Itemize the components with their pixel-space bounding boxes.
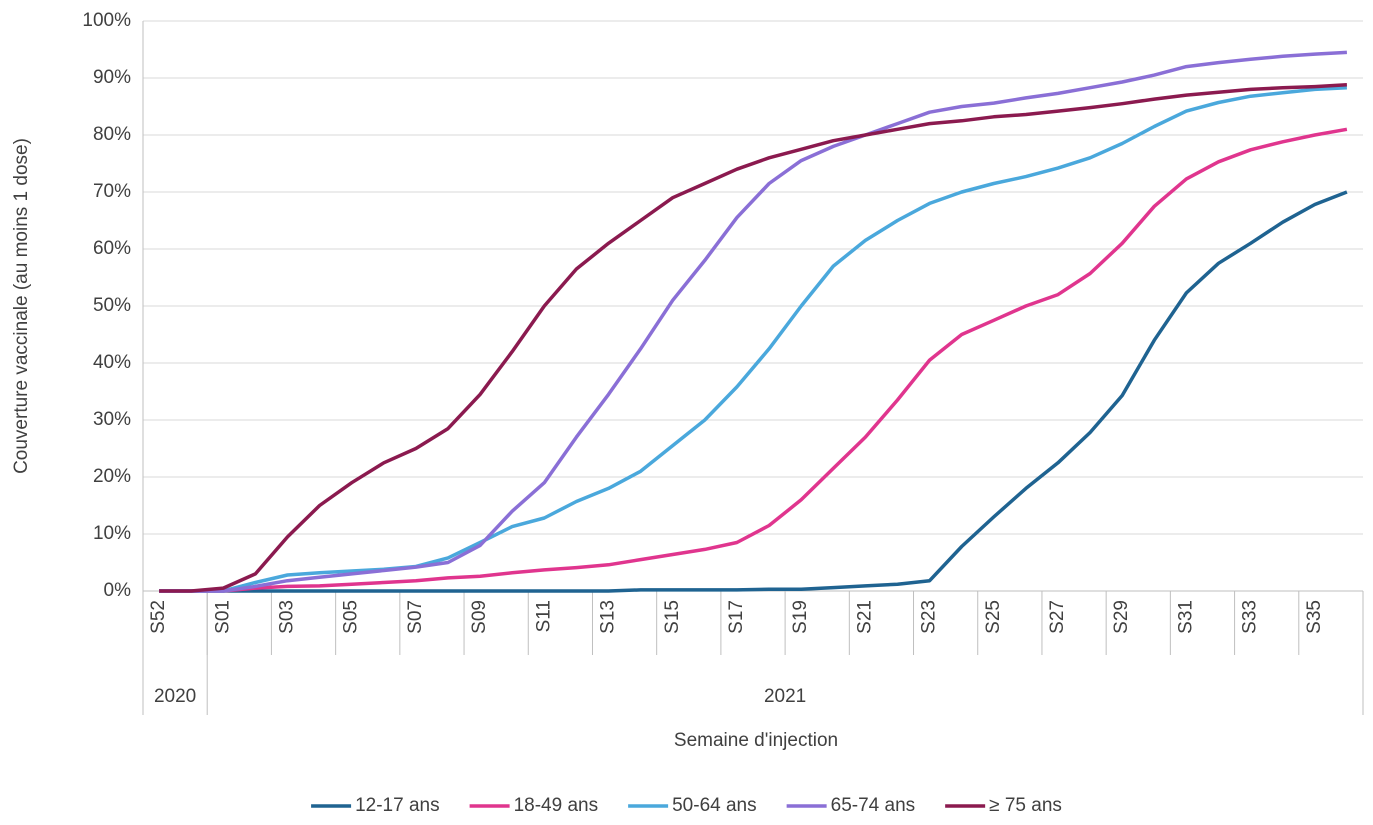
series-line xyxy=(159,127,1348,593)
legend-label: ≥ 75 ans xyxy=(989,795,1062,816)
x-tick-label: S52 xyxy=(148,600,169,634)
legend-label: 12-17 ans xyxy=(355,795,440,816)
series-line xyxy=(159,50,1347,593)
x-tick-label: S27 xyxy=(1047,600,1068,634)
series-line xyxy=(159,83,1347,593)
x-tick-label: S25 xyxy=(983,600,1004,634)
x-axis-title: Semaine d'injection xyxy=(674,730,838,751)
x-tick-label: S17 xyxy=(726,600,747,634)
legend-label: 50-64 ans xyxy=(672,795,757,816)
y-tick-label: 20% xyxy=(93,466,131,487)
y-tick-label: 30% xyxy=(93,409,131,430)
x-tick-label: S35 xyxy=(1304,600,1325,634)
y-tick-label: 10% xyxy=(93,523,131,544)
y-axis-title: Couverture vaccinale (au moins 1 dose) xyxy=(11,138,32,474)
y-tick-label: 40% xyxy=(93,352,131,373)
x-group-label: 2021 xyxy=(764,686,806,707)
series-line xyxy=(159,85,1347,593)
x-tick-label: S05 xyxy=(341,600,362,634)
x-tick-label: S29 xyxy=(1111,600,1132,634)
x-tick-label: S09 xyxy=(469,600,490,634)
x-tick-label: S21 xyxy=(854,600,875,634)
x-tick-label: S15 xyxy=(662,600,683,634)
x-tick-label: S11 xyxy=(533,600,554,632)
legend-label: 18-49 ans xyxy=(514,795,599,816)
y-tick-label: 90% xyxy=(93,67,131,88)
legend-label: 65-74 ans xyxy=(831,795,916,816)
x-tick-label: S07 xyxy=(405,600,426,634)
series-line xyxy=(159,190,1348,593)
x-tick-label: S23 xyxy=(919,600,940,634)
x-tick-label: S31 xyxy=(1175,600,1196,634)
x-tick-label: S13 xyxy=(598,600,619,634)
x-tick-label: S33 xyxy=(1240,600,1261,634)
y-tick-label: 80% xyxy=(93,124,131,145)
y-tick-label: 0% xyxy=(104,580,132,601)
x-group-label: 2020 xyxy=(154,686,196,707)
y-tick-label: 50% xyxy=(93,295,131,316)
x-tick-label: S01 xyxy=(212,600,233,634)
x-tick-label: S19 xyxy=(790,600,811,634)
x-tick-label: S03 xyxy=(276,600,297,634)
y-tick-label: 60% xyxy=(93,238,131,259)
y-tick-label: 70% xyxy=(93,181,131,202)
y-tick-label: 100% xyxy=(82,10,131,31)
